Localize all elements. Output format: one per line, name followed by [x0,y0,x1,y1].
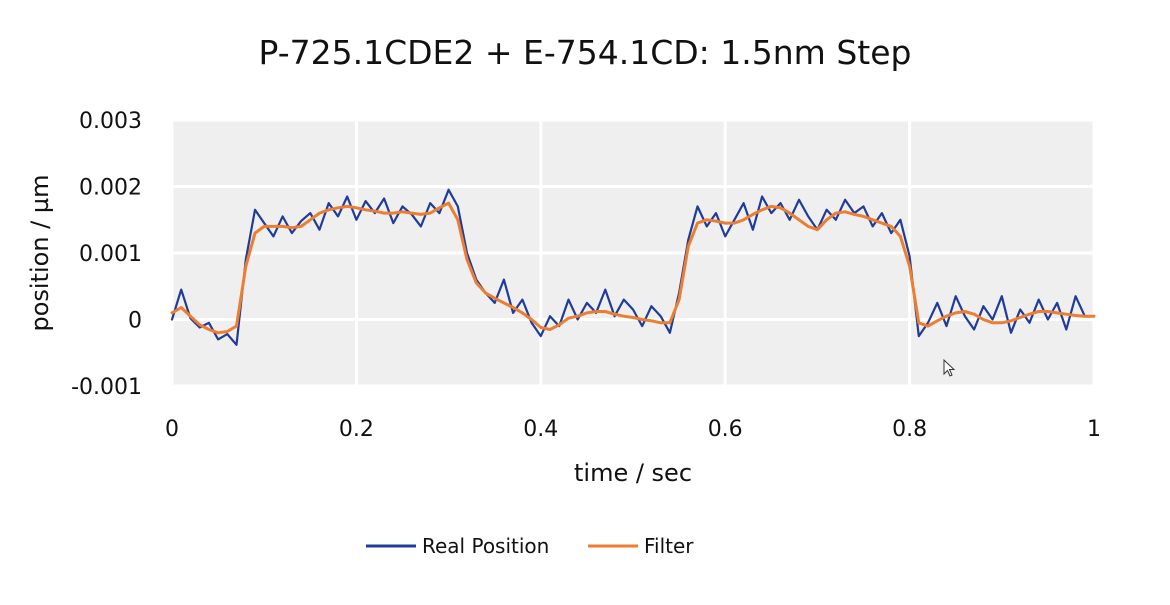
mouse-cursor-icon [943,358,956,377]
y-axis-ticks: 0.003 0.002 0.001 0 -0.001 [71,109,142,400]
x-tick-label: 0.2 [339,417,374,442]
x-axis-label: time / sec [574,459,692,487]
x-tick-label: 0.4 [523,417,558,442]
y-tick-label: 0.003 [79,109,142,134]
x-tick-label: 0.8 [892,417,927,442]
chart-title: P-725.1CDE2 + E-754.1CD: 1.5nm Step [259,33,912,72]
legend-label: Real Position [422,534,549,558]
y-tick-label: -0.001 [71,375,142,400]
series-line-filter [170,201,1096,335]
x-tick-label: 0.6 [708,417,743,442]
x-axis-ticks: 0 0.2 0.4 0.6 0.8 1 [165,417,1101,442]
legend: Real Position Filter [366,534,694,558]
y-tick-label: 0.001 [79,242,142,267]
legend-label: Filter [644,534,694,558]
x-tick-label: 1 [1087,417,1101,442]
y-tick-label: 0 [128,309,142,334]
y-tick-label: 0.002 [79,176,142,201]
y-axis-label: position / µm [26,174,54,331]
x-tick-label: 0 [165,417,179,442]
data-series [170,188,1096,346]
